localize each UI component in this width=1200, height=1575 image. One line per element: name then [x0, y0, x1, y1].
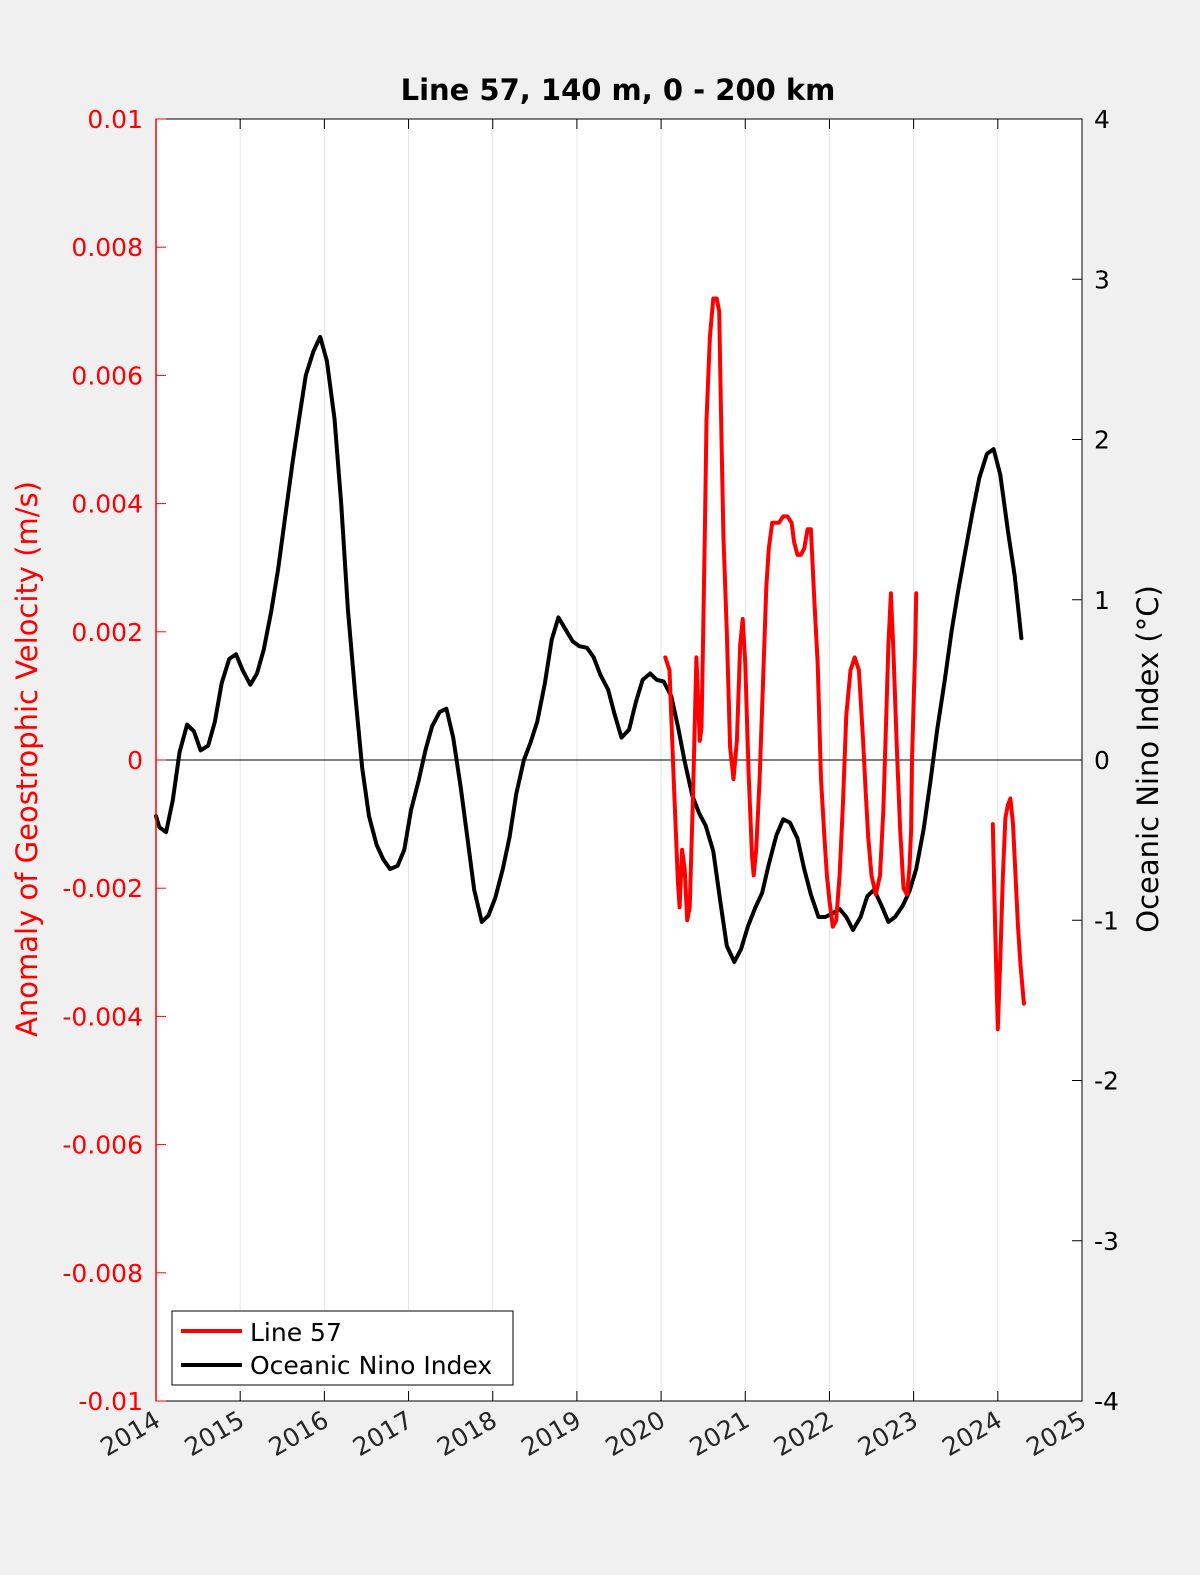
x-tick-label: 2024 — [937, 1405, 1007, 1462]
y-tick-label: 0.006 — [71, 361, 143, 390]
x-tick-label: 2020 — [600, 1405, 670, 1462]
y-tick-label: 0.002 — [71, 618, 143, 647]
y-tick-label: -0.008 — [62, 1259, 143, 1288]
y2-tick-label: 0 — [1094, 746, 1110, 775]
y-tick-label: -0.006 — [62, 1131, 143, 1160]
y-tick-label: -0.01 — [78, 1387, 143, 1416]
x-tick-label: 2021 — [685, 1405, 755, 1462]
y2-tick-label: 3 — [1094, 265, 1110, 294]
chart-title: Line 57, 140 m, 0 - 200 km — [401, 73, 836, 107]
y2-tick-label: -2 — [1094, 1067, 1119, 1096]
y2-tick-label: 1 — [1094, 586, 1110, 615]
legend-label-oni: Oceanic Nino Index — [250, 1351, 492, 1380]
series-layer — [154, 296, 1026, 1032]
y-tick-label: -0.004 — [62, 1002, 143, 1031]
x-tick-label: 2022 — [769, 1405, 839, 1462]
x-tick-label: 2017 — [348, 1405, 418, 1462]
legend-box — [171, 1310, 514, 1386]
y2-tick-label: -4 — [1094, 1387, 1119, 1416]
series-line-line-57-segment-1 — [663, 296, 919, 929]
y-tick-label: 0.008 — [71, 233, 143, 262]
x-tick-label: 2019 — [516, 1405, 586, 1462]
y-tick-label: -0.002 — [62, 874, 143, 903]
x-tick-label: 2015 — [180, 1405, 250, 1462]
y-tick-label: 0.004 — [71, 490, 143, 519]
y2-tick-label: -3 — [1094, 1227, 1119, 1256]
y-tick-label: 0.01 — [87, 105, 143, 134]
x-tick-label: 2023 — [853, 1405, 923, 1462]
y2-axis-label: Oceanic Nino Index (°C) — [1131, 585, 1165, 933]
series-line-line-57-segment-2 — [990, 796, 1026, 1032]
ticks: 2 0 1 4 2015 2016 2017 2018 2019 2020 2021 2022 2023… — [62, 105, 1119, 1462]
y2-tick-label: -1 — [1094, 906, 1119, 935]
y2-tick-label: 2 — [1094, 426, 1110, 455]
legend-label-line-57: Line 57 — [250, 1318, 342, 1347]
y-tick-label: 0 — [127, 746, 143, 775]
x-tick-label: 2018 — [432, 1405, 502, 1462]
x-tick-label: 2016 — [264, 1405, 334, 1462]
y-axis-label: Anomaly of Geostrophic Velocity (m/s) — [10, 481, 44, 1037]
legend: Line 57 Oceanic Nino Index — [171, 1310, 514, 1386]
y2-tick-label: 4 — [1094, 105, 1110, 134]
x-tick-label: 2025 — [1021, 1405, 1091, 1462]
